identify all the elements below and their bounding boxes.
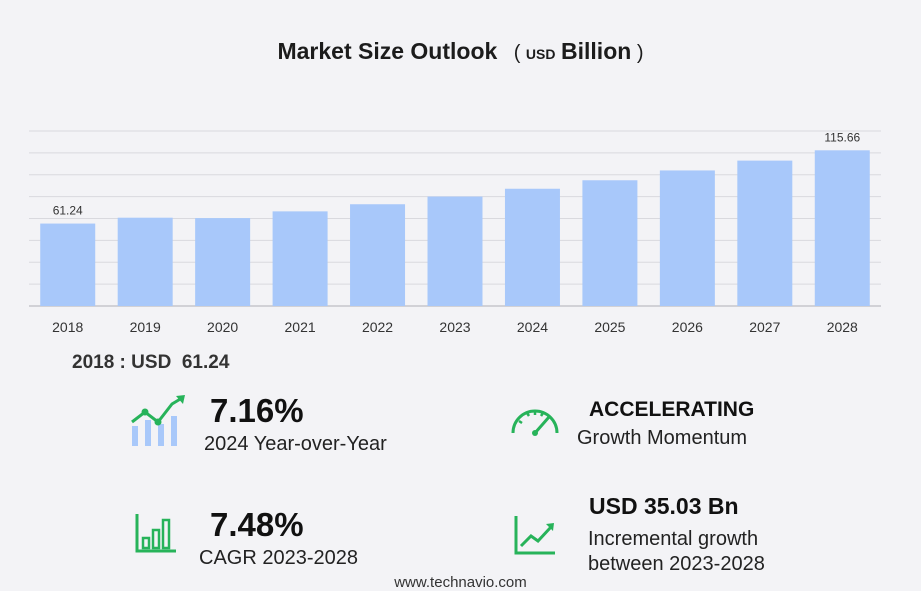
bar-2022 (350, 204, 406, 306)
summary-line: 2018 : USD 61.24 (72, 352, 230, 373)
unit-label: Billion (561, 38, 632, 64)
x-tick-label-2027: 2027 (749, 319, 780, 335)
speedometer-icon (511, 409, 559, 436)
chart-title: Market Size Outlook ( USD Billion ) (0, 38, 921, 65)
x-tick-label-2018: 2018 (52, 319, 83, 335)
source-footer[interactable]: www.technavio.com (394, 574, 527, 591)
x-tick-label-2023: 2023 (439, 319, 470, 335)
bar-2026 (659, 170, 715, 306)
x-tick-label-2026: 2026 (672, 319, 703, 335)
x-tick-label-2024: 2024 (517, 319, 548, 335)
x-tick-label-2019: 2019 (130, 319, 161, 335)
summary-currency: USD (131, 352, 172, 373)
bar-2025 (582, 180, 638, 306)
growth-bar-chart-icon (131, 395, 185, 446)
chart-title-text: Market Size Outlook (277, 38, 498, 64)
cagr-label: CAGR 2023-2028 (199, 547, 358, 569)
x-tick-label-2022: 2022 (362, 319, 393, 335)
momentum-label: Growth Momentum (577, 427, 748, 449)
yoy-value: 7.16% (210, 392, 304, 429)
data-label-2028: 115.66 (824, 130, 860, 144)
data-label-2018: 61.24 (53, 204, 83, 218)
bar-2023 (427, 196, 483, 306)
bar-chart: 2018 61.24 2019 2020 2021 2022 2023 2024 2025 202… (29, 130, 881, 335)
incremental-label-1: Incremental growth (588, 528, 759, 550)
incremental-value: USD 35.03 Bn (589, 493, 739, 519)
bar-2024 (504, 188, 560, 306)
cagr-value: 7.48% (210, 506, 304, 543)
x-tick-label-2021: 2021 (285, 319, 316, 335)
bar-2020 (195, 218, 251, 306)
chart-unit: ( USD Billion ) (513, 38, 644, 64)
summary-value: 61.24 (181, 352, 230, 373)
summary-year: 2018 (72, 352, 115, 373)
bar-2018 (40, 223, 96, 306)
yoy-label: 2024 Year-over-Year (204, 433, 387, 455)
trend-line-icon (514, 516, 555, 555)
bar-2028 (814, 150, 870, 306)
bar-2019 (117, 217, 173, 306)
unit-prefix: USD (525, 46, 556, 62)
x-tick-label-2020: 2020 (207, 319, 238, 335)
momentum-value: ACCELERATING (589, 398, 755, 421)
bar-2027 (737, 160, 793, 306)
x-tick-label-2028: 2028 (827, 319, 858, 335)
x-tick-label-2025: 2025 (594, 319, 625, 335)
incremental-label-2: between 2023-2028 (588, 553, 765, 575)
bar-2021 (272, 211, 328, 306)
bar-chart-icon (135, 514, 176, 553)
